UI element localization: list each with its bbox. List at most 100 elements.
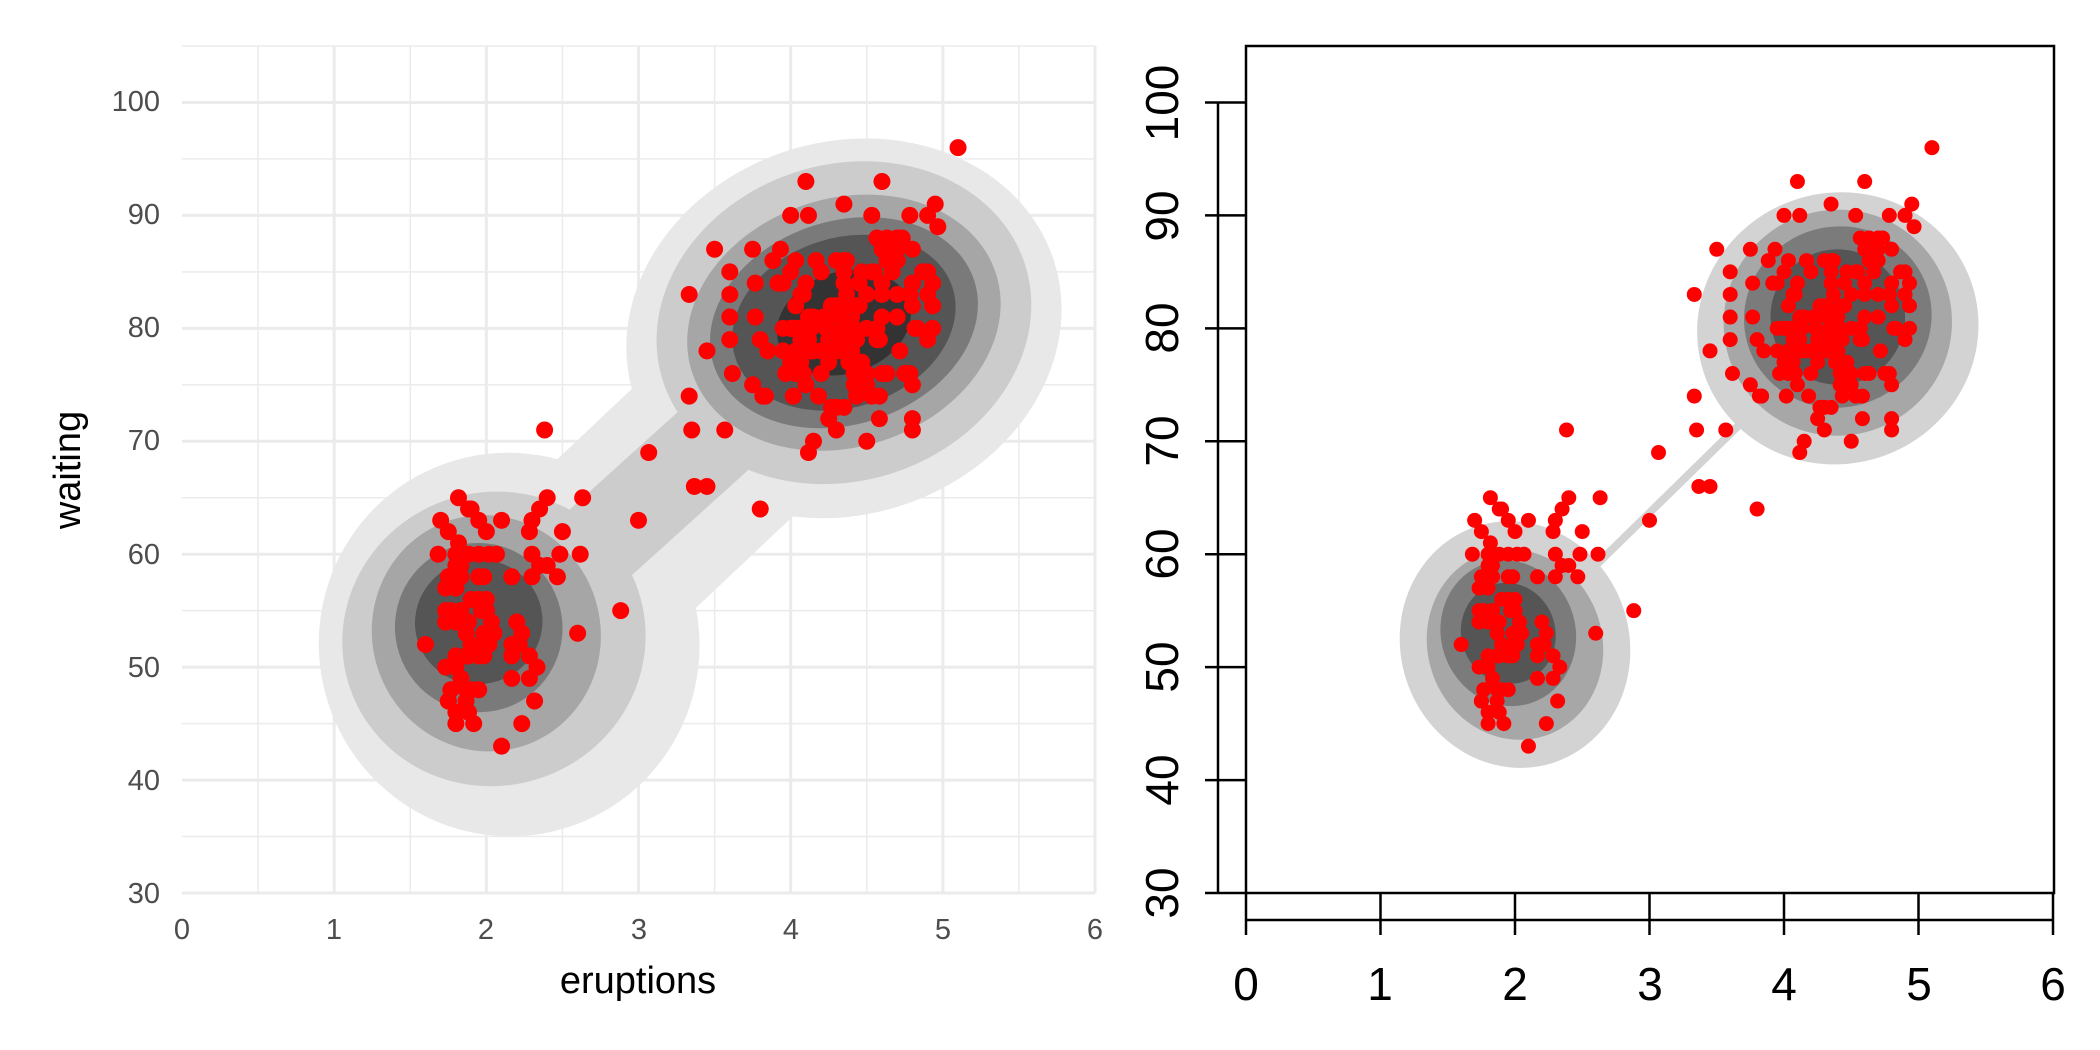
right-data-point [1783, 343, 1799, 359]
right-data-point [1561, 490, 1577, 506]
left-y-tick-label: 90 [128, 199, 160, 231]
right-data-point [1756, 343, 1772, 359]
right-data-point [1570, 569, 1586, 585]
right-data-point [1691, 478, 1707, 494]
right-data-point [1702, 343, 1718, 359]
right-data-point [1485, 569, 1501, 585]
right-data-point [1834, 388, 1850, 404]
left-data-point [858, 432, 876, 450]
left-y-tick-label: 80 [128, 312, 160, 344]
left-data-point [888, 308, 906, 326]
right-data-point [1866, 264, 1882, 280]
right-data-point [1832, 366, 1848, 382]
right-y-tick-label: 50 [1136, 641, 1188, 692]
right-data-point [1550, 693, 1566, 709]
right-data-point [1823, 253, 1839, 269]
left-data-point [812, 263, 830, 281]
right-data-point [1830, 343, 1846, 359]
left-data-point [835, 274, 853, 292]
right-data-point [1843, 366, 1859, 382]
right-y-tick-label: 60 [1136, 528, 1188, 579]
left-x-tick-label: 5 [935, 914, 951, 946]
right-data-point [1814, 399, 1830, 415]
left-data-point [503, 669, 521, 687]
left-data-point [721, 285, 739, 303]
right-data-point [1854, 411, 1870, 427]
right-data-point [1520, 512, 1536, 528]
right-data-point [1823, 275, 1839, 291]
right-y-tick-label: 100 [1136, 65, 1188, 142]
right-data-point [1803, 264, 1819, 280]
right-data-point [1857, 286, 1873, 302]
left-data-point [447, 703, 465, 721]
left-data-point [449, 534, 467, 552]
left-data-point [848, 297, 866, 315]
left-data-point [460, 647, 478, 665]
left-data-point [716, 421, 734, 439]
right-data-point [1489, 693, 1505, 709]
right-data-point [1500, 569, 1516, 585]
right-axis-lines [1205, 101, 2055, 935]
right-data-point [1742, 241, 1758, 257]
right-data-point [1545, 670, 1561, 686]
left-data-point [523, 568, 541, 586]
left-data-point [789, 342, 807, 360]
left-data-point [870, 410, 888, 428]
right-x-tick-label: 5 [1906, 958, 1932, 1010]
left-data-point [452, 669, 470, 687]
left-data-point [782, 206, 800, 224]
left-y-tick-label: 70 [128, 425, 160, 457]
left-data-point [569, 624, 587, 642]
right-data-point [1850, 264, 1866, 280]
right-data-point [1534, 614, 1550, 630]
right-data-point [1839, 354, 1855, 370]
right-x-tick-label: 0 [1233, 958, 1259, 1010]
left-data-point [538, 556, 556, 574]
right-data-point [1816, 422, 1832, 438]
right-data-point [1473, 524, 1489, 540]
right-data-point [1547, 569, 1563, 585]
right-y-tick-label: 90 [1136, 190, 1188, 241]
right-data-point [1559, 422, 1575, 438]
right-data-point [1536, 637, 1552, 653]
right-data-point [1767, 241, 1783, 257]
right-data-point [1843, 286, 1859, 302]
right-data-point [1507, 524, 1523, 540]
right-data-point [1709, 241, 1725, 257]
right-data-point [1473, 569, 1489, 585]
left-y-tick-label: 40 [128, 765, 160, 797]
right-data-point [1689, 422, 1705, 438]
right-data-point [1572, 546, 1588, 562]
left-data-point [470, 568, 488, 586]
right-x-tick-label: 3 [1637, 958, 1663, 1010]
left-data-point [810, 387, 828, 405]
right-data-point [1901, 275, 1917, 291]
right-data-point [1702, 478, 1718, 494]
right-data-point [1854, 388, 1870, 404]
left-data-point [630, 511, 647, 529]
right-data-point [1529, 670, 1545, 686]
left-data-point [457, 692, 475, 710]
left-data-point [903, 410, 921, 428]
right-y-tick-label: 80 [1136, 302, 1188, 353]
left-data-point [526, 692, 544, 710]
right-data-point [1494, 682, 1510, 698]
right-data-point [1810, 354, 1826, 370]
left-data-point [771, 240, 789, 258]
left-x-tick-label: 0 [174, 914, 190, 946]
left-y-tick-label: 30 [128, 878, 160, 910]
right-data-point [1520, 738, 1536, 754]
right-x-tick-label: 1 [1367, 958, 1393, 1010]
right-data-point [1843, 433, 1859, 449]
left-data-point [870, 387, 888, 405]
left-data-point [698, 477, 716, 495]
left-data-point [865, 263, 883, 281]
left-data-point [903, 274, 921, 292]
left-y-ticks: 30 40 50 60 70 80 90 100 [112, 86, 160, 910]
right-data-point [1861, 230, 1877, 246]
left-data-point [888, 240, 906, 258]
left-data-point [751, 500, 769, 518]
right-data-point [1516, 546, 1532, 562]
right-data-point [1494, 501, 1510, 517]
left-data-point [493, 511, 511, 529]
